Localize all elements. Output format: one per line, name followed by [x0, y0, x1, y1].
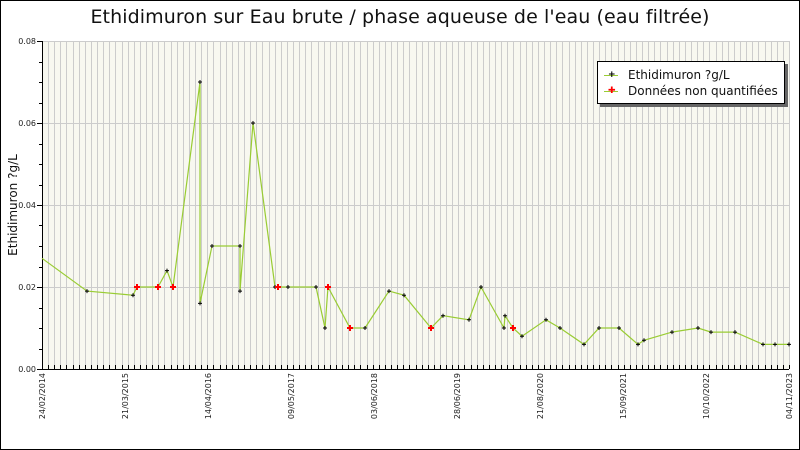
data-point-marker-icon — [761, 342, 765, 347]
data-point-marker-icon — [544, 317, 548, 322]
y-tick-label: 0.04 — [18, 201, 36, 210]
legend-marker-red-icon: ✚ — [604, 85, 618, 97]
chart-title: Ethidimuron sur Eau brute / phase aqueus… — [90, 6, 710, 28]
data-point-marker-icon — [709, 330, 713, 335]
data-point-marker-icon — [85, 289, 89, 294]
x-tick-label: 10/10/2022 — [702, 373, 711, 419]
x-tick-label: 28/06/2019 — [453, 373, 462, 419]
data-point-marker-icon — [520, 334, 524, 339]
x-tick-label: 21/03/2015 — [121, 373, 130, 419]
data-point-marker-icon — [773, 342, 777, 347]
non-quantified-marker-icon — [428, 325, 434, 331]
non-quantified-marker-icon — [510, 325, 516, 331]
data-point-marker-icon — [238, 244, 242, 248]
data-point-marker-icon — [387, 289, 391, 294]
x-tick-label: 24/02/2014 — [38, 373, 47, 419]
data-point-marker-icon — [198, 301, 202, 306]
non-quantified-marker-icon — [325, 284, 331, 290]
legend-marker-black-icon: + — [604, 69, 618, 81]
data-point-marker-icon — [479, 285, 483, 289]
data-point-marker-icon — [165, 268, 169, 273]
data-point-marker-icon — [733, 330, 737, 335]
data-point-marker-icon — [131, 293, 135, 298]
non-quantified-marker-icon — [275, 284, 281, 290]
data-point-marker-icon — [467, 317, 471, 322]
data-point-marker-icon — [503, 313, 507, 318]
data-point-marker-icon — [502, 326, 506, 330]
x-tick-label: 04/11/2023 — [785, 373, 794, 419]
x-tick-label: 21/08/2020 — [536, 373, 545, 419]
y-tick-label: 0.00 — [18, 365, 36, 374]
data-point-marker-icon — [787, 342, 791, 347]
data-point-marker-icon — [582, 342, 586, 347]
x-tick-label: 14/04/2016 — [204, 373, 213, 419]
data-point-marker-icon — [696, 326, 700, 330]
data-point-marker-icon — [636, 342, 640, 347]
data-point-marker-icon — [198, 80, 202, 84]
data-point-marker-icon — [363, 326, 367, 330]
x-tick-label: 09/05/2017 — [287, 373, 296, 419]
non-quantified-marker-icon — [170, 284, 176, 290]
data-point-marker-icon — [441, 313, 445, 318]
x-tick-label: 15/09/2021 — [619, 373, 628, 419]
legend-item-non-quantified: ✚ Données non quantifiées — [604, 83, 778, 99]
data-point-marker-icon — [402, 293, 406, 298]
y-tick-label: 0.02 — [18, 283, 36, 292]
y-tick-label: 0.06 — [18, 119, 36, 128]
data-point-marker-icon — [251, 121, 255, 125]
data-point-marker-icon — [558, 326, 562, 330]
non-quantified-marker-icon — [155, 284, 161, 290]
legend-item-quantified: + Ethidimuron ?g/L — [604, 67, 730, 83]
data-point-marker-icon — [323, 326, 327, 330]
data-point-marker-icon — [238, 289, 242, 294]
data-point-marker-icon — [642, 338, 646, 343]
non-quantified-marker-icon — [347, 325, 353, 331]
data-point-marker-icon — [617, 326, 621, 330]
legend-label: Données non quantifiées — [628, 84, 778, 98]
data-point-marker-icon — [314, 285, 318, 289]
legend: + Ethidimuron ?g/L ✚ Données non quantif… — [597, 61, 785, 104]
data-point-marker-icon — [670, 330, 674, 335]
data-point-marker-icon — [286, 285, 290, 289]
legend-label: Ethidimuron ?g/L — [628, 68, 730, 82]
data-point-marker-icon — [210, 244, 214, 248]
axes: 0.00 0.02 0.04 0.06 0.08 24/02/2014 21/03/2015… — [18, 37, 794, 419]
non-quantified-marker-icon — [134, 284, 140, 290]
data-series — [41, 80, 791, 347]
data-point-marker-icon — [597, 326, 601, 330]
y-tick-label: 0.08 — [18, 37, 36, 46]
x-tick-label: 03/06/2018 — [370, 373, 379, 419]
